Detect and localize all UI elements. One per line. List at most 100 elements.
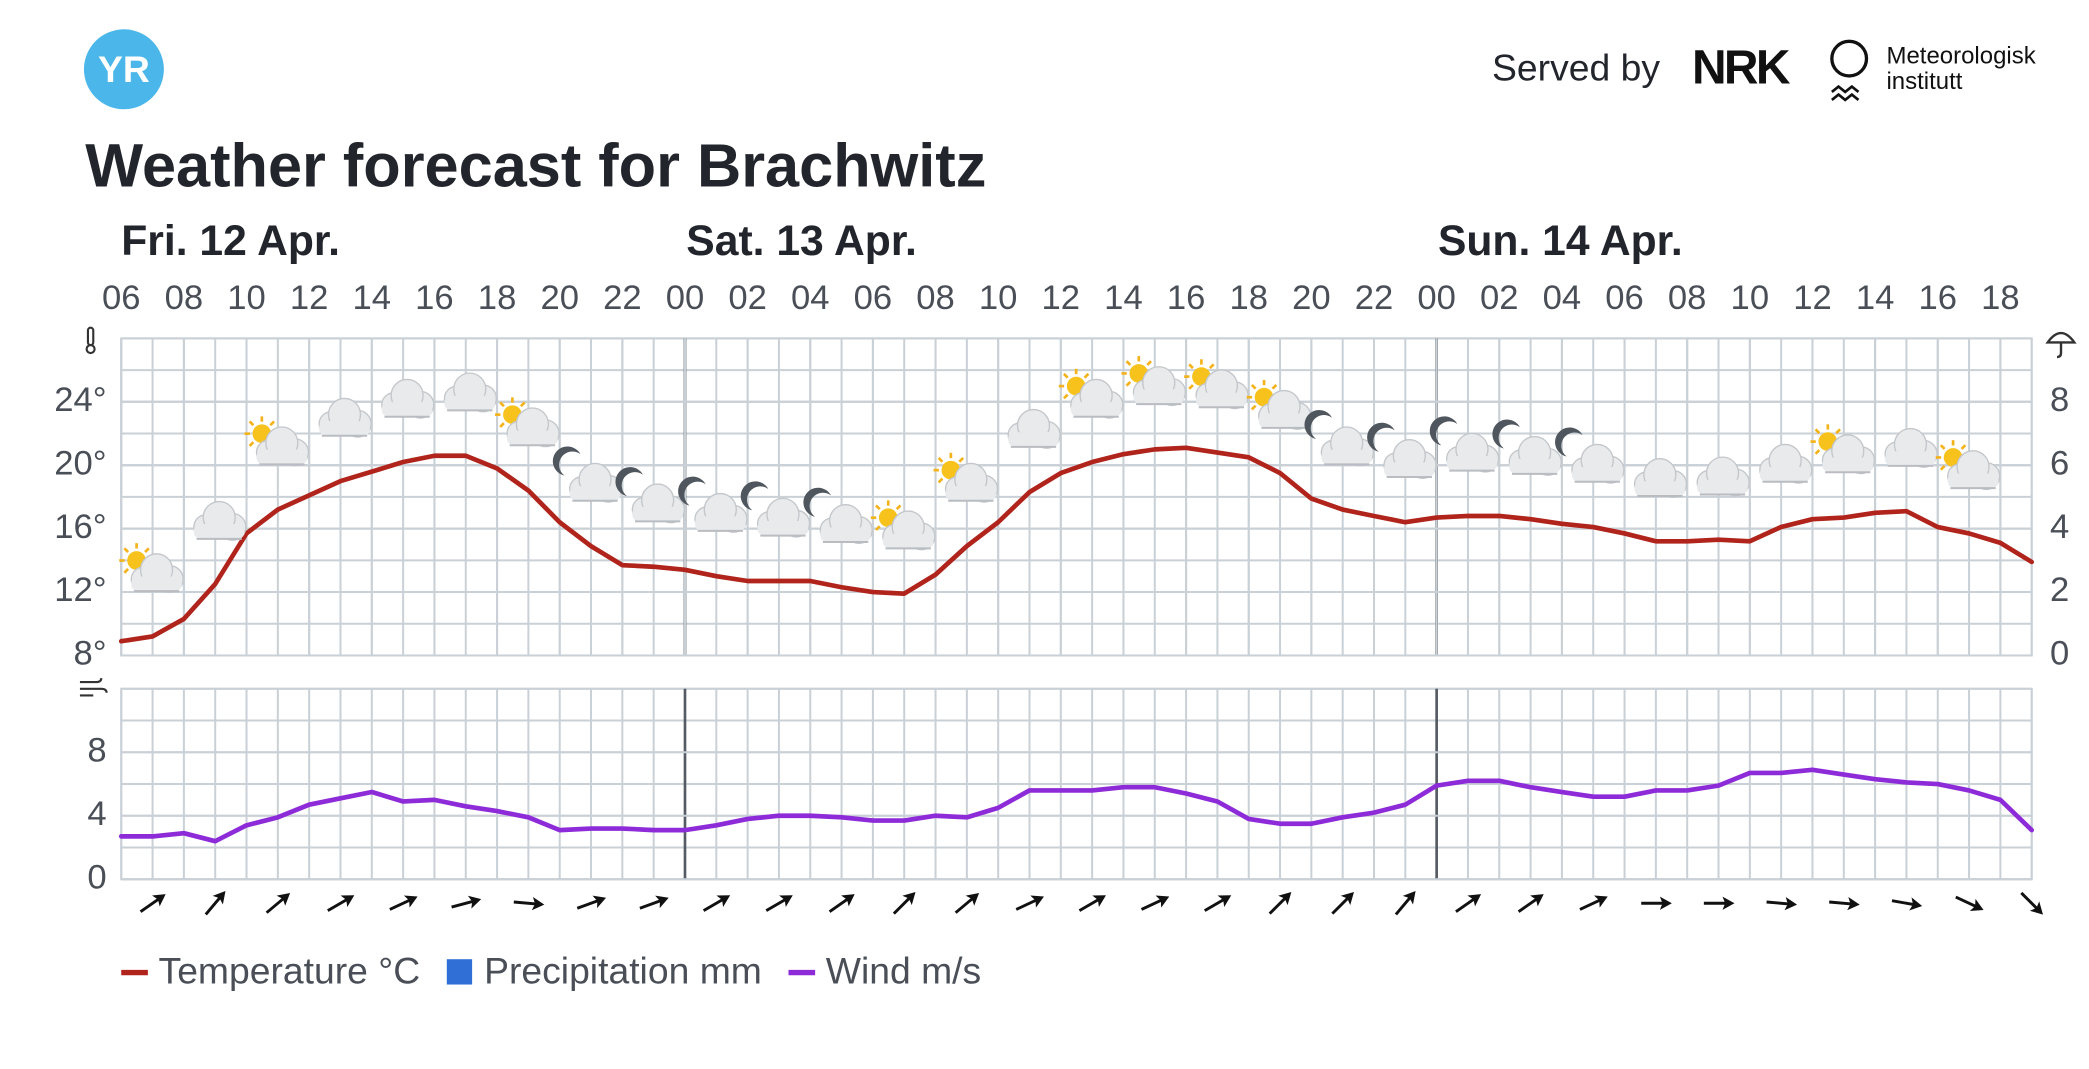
- wind-arrow: [1015, 895, 1044, 911]
- wind-arrow: [1517, 894, 1544, 913]
- day-label: Sat. 13 Apr.: [686, 217, 917, 265]
- sun-ray: [1188, 363, 1194, 370]
- y-tick-label: 20°: [54, 444, 106, 482]
- x-tick-label: 00: [666, 279, 705, 317]
- wind-arrow: [1641, 896, 1672, 910]
- x-tick-label: 20: [540, 279, 579, 317]
- wind-arrow: [513, 896, 545, 911]
- arrow-head: [212, 891, 226, 905]
- sun-ray: [1062, 372, 1069, 379]
- arrow-head: [1969, 898, 1984, 911]
- x-tick-label: 02: [728, 279, 767, 317]
- arrow-head: [1909, 897, 1923, 911]
- wind-arrow: [265, 892, 291, 914]
- x-tick-label: 16: [415, 279, 454, 317]
- wind-arrow: [1394, 891, 1416, 916]
- cloud-base: [1384, 462, 1435, 477]
- x-tick-label: 06: [102, 279, 141, 317]
- cloud-base: [1070, 402, 1122, 417]
- sun-ray: [1250, 404, 1257, 411]
- x-tick-label: 22: [1355, 279, 1394, 317]
- series-line: [118, 767, 2035, 844]
- wind-arrow: [639, 895, 669, 910]
- x-tick-label: 18: [1229, 279, 1268, 317]
- logo-text: YR: [98, 48, 150, 90]
- weather-symbol: [443, 372, 498, 413]
- y-tick-label: 24°: [54, 381, 106, 419]
- y-tick-label: 4: [2050, 508, 2069, 546]
- x-tick-label: 04: [1543, 279, 1582, 317]
- cloud-base: [1509, 459, 1560, 474]
- y-tick-label: 2: [2050, 571, 2069, 609]
- weather-symbol: [678, 476, 748, 533]
- moon: [552, 446, 581, 476]
- sun-ray: [1188, 384, 1194, 390]
- cloud-base: [1947, 473, 1999, 489]
- logo-badge: [83, 29, 164, 110]
- arrow-head: [340, 895, 355, 908]
- sun-ray: [1939, 444, 1946, 450]
- served-by: Served by: [1492, 46, 1660, 88]
- weather-symbol: [1121, 356, 1187, 407]
- x-tick-label: 12: [1042, 279, 1081, 317]
- cloud-base: [131, 576, 182, 592]
- wind-arrow: [1268, 891, 1292, 915]
- cloud-base: [1822, 457, 1874, 473]
- legend-label: Temperature °C: [159, 950, 421, 992]
- sun-ray: [519, 401, 526, 408]
- wind-arrow: [1579, 895, 1608, 911]
- weather-symbol: [1304, 410, 1374, 467]
- cloud-base: [1571, 467, 1623, 482]
- wind-arrow: [1140, 895, 1170, 911]
- cloud-base: [945, 486, 997, 501]
- weather-symbol: [1759, 443, 1813, 484]
- title: Weather forecast for Brachwitz: [85, 132, 986, 200]
- wind-arrow: [1078, 895, 1106, 912]
- weather-symbol: [1633, 458, 1688, 499]
- sun-ray: [123, 568, 130, 574]
- weather-symbol: [1810, 424, 1876, 475]
- sun-ray: [875, 525, 881, 531]
- wind-arrow: [1766, 896, 1798, 911]
- sun-ray: [1083, 372, 1090, 379]
- wind-arrow: [1703, 896, 1735, 910]
- institute-logo: [1830, 39, 1869, 78]
- x-tick-label: 12: [1793, 279, 1832, 317]
- wind-arrow: [765, 895, 793, 912]
- x-tick-label: 20: [1292, 279, 1331, 317]
- wind-arrow: [451, 895, 482, 909]
- sun-ray: [937, 456, 944, 463]
- sun-ray: [499, 422, 505, 428]
- partner-logo: NRK: [1692, 41, 1791, 94]
- weather-symbol: [615, 467, 685, 524]
- x-tick-label: 04: [791, 279, 830, 317]
- x-tick-label: 14: [353, 279, 392, 317]
- moon: [1555, 427, 1583, 457]
- arrow-head: [1217, 895, 1232, 908]
- arrow-head: [1092, 895, 1106, 908]
- sun-ray: [895, 504, 902, 511]
- cloud-base: [1321, 449, 1372, 465]
- x-tick-label: 14: [1104, 279, 1143, 317]
- sun-ray: [248, 420, 255, 427]
- y-tick-label: 8°: [73, 635, 106, 673]
- institute-name: Meteorologisk: [1886, 43, 2036, 70]
- wind-arrow: [204, 891, 226, 916]
- sun-ray: [144, 547, 150, 553]
- sun-ray: [875, 504, 881, 511]
- sun-ray: [1814, 449, 1821, 455]
- thermometer-icon: [85, 326, 96, 355]
- x-tick-label: 08: [1668, 279, 1707, 317]
- sun-ray: [1062, 393, 1069, 400]
- cloud-base: [694, 516, 746, 531]
- wind-arrow: [327, 895, 355, 912]
- cloud-base: [256, 449, 308, 465]
- cloud-base: [1759, 467, 1811, 482]
- x-tick-label: 18: [1981, 279, 2020, 317]
- x-tick-label: 08: [916, 279, 955, 317]
- wind-arrow: [139, 894, 166, 913]
- wind-arrow: [389, 895, 418, 911]
- cloud-base: [632, 506, 683, 522]
- sun-ray: [1271, 384, 1278, 390]
- x-tick-label: 14: [1856, 279, 1895, 317]
